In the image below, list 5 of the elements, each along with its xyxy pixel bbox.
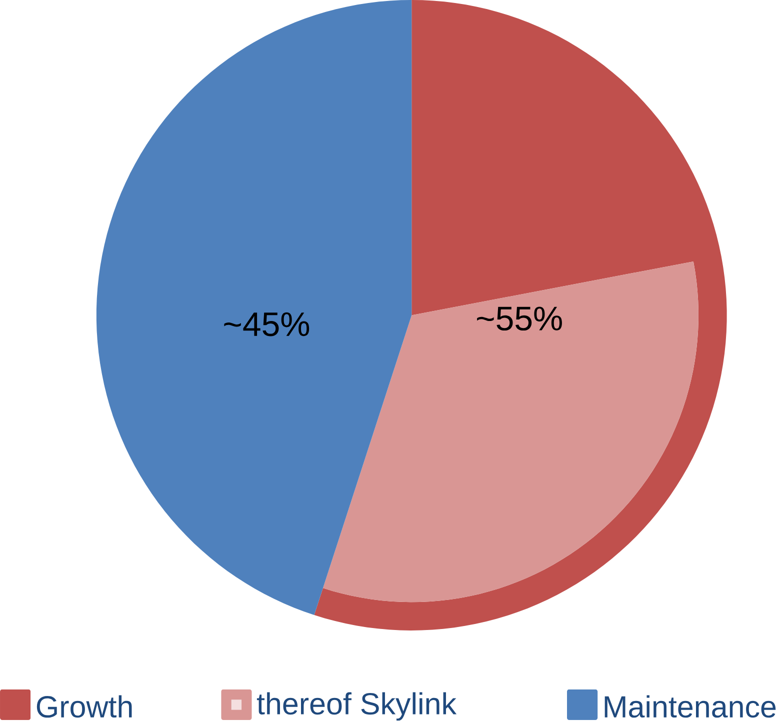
text: ~55%	[477, 306, 562, 331]
legend-label: Maintenance	[604, 695, 776, 718]
legend-label: Growth	[36, 695, 132, 718]
text: ~45%	[224, 312, 310, 336]
legend-label: thereof Skylink	[256, 692, 457, 721]
